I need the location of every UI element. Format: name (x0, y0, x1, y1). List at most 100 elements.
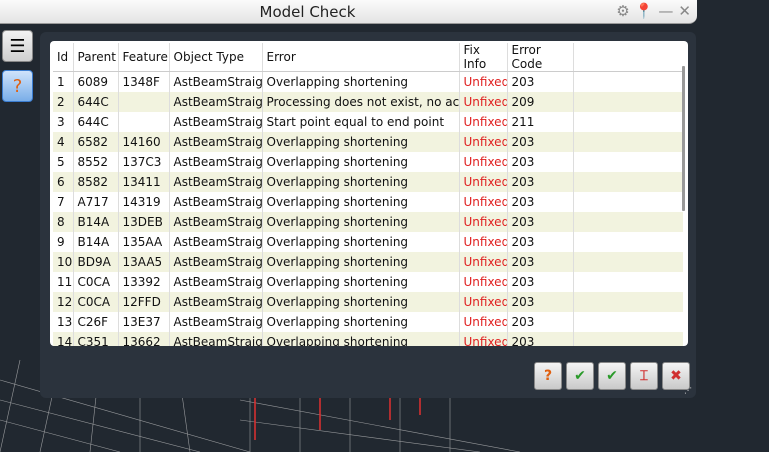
table-cell: Start point equal to end point (262, 111, 460, 132)
table-row[interactable]: 12C0CA12FFDAstBeamStraightOverlapping sh… (53, 291, 683, 312)
table-cell: 12FFD (118, 291, 170, 312)
delete-beam-icon: ✖ (670, 368, 682, 384)
table-cell: 203 (507, 171, 574, 192)
table-cell-empty (573, 312, 683, 332)
table-cell: Processing does not exist, no action (262, 91, 460, 112)
column-header[interactable]: Error Code (507, 43, 574, 72)
table-cell: 203 (507, 71, 574, 92)
table-cell: 11 (53, 271, 74, 292)
table-cell: 644C (73, 91, 119, 112)
table-cell: 13DEB (118, 211, 170, 232)
table-cell-empty (573, 291, 683, 312)
check-beam-blue-icon: ✔ (606, 368, 618, 384)
table-cell-empty (573, 112, 683, 132)
table-cell: 6582 (73, 131, 119, 152)
table-cell: 203 (507, 151, 574, 172)
table-cell: 4 (53, 131, 74, 152)
check-model-button[interactable]: ? (2, 70, 33, 102)
minimize-icon[interactable]: — (658, 2, 674, 20)
table-cell-empty (573, 192, 683, 212)
table-cell: AstBeamStraight (169, 191, 263, 212)
select-object-button[interactable]: ⌶ (630, 362, 658, 390)
table-cell: Unfixed (459, 311, 508, 332)
table-cell: AstBeamStraight (169, 91, 263, 112)
table-cell: AstBeamStraight (169, 131, 263, 152)
table-cell: AstBeamStraight (169, 331, 263, 346)
table-row[interactable]: 160891348FAstBeamStraightOverlapping sho… (53, 71, 683, 92)
column-header[interactable]: Id (53, 43, 74, 72)
table-cell: Overlapping shortening (262, 271, 460, 292)
gear-icon[interactable]: ⚙ (616, 2, 630, 20)
table-cell: 135AA (118, 231, 170, 252)
table-cell: 203 (507, 231, 574, 252)
table-row[interactable]: 58552137C3AstBeamStraightOverlapping sho… (53, 151, 683, 172)
column-header[interactable]: Fix Info (459, 43, 508, 72)
column-header[interactable]: Feature (118, 43, 170, 72)
table-cell-empty (573, 211, 683, 232)
table-cell-empty (573, 152, 683, 172)
table-row[interactable]: 10BD9A13AA5AstBeamStraightOverlapping sh… (53, 251, 683, 272)
table-cell: Overlapping shortening (262, 71, 460, 92)
column-header[interactable]: Parent (73, 43, 119, 72)
table-cell-empty (573, 72, 683, 92)
table-row[interactable]: 4658214160AstBeamStraightOverlapping sho… (53, 131, 683, 152)
table-cell: 13411 (118, 171, 170, 192)
table-cell-empty (573, 91, 683, 112)
table-cell: AstBeamStraight (169, 271, 263, 292)
table-cell-empty (573, 171, 683, 192)
column-header[interactable]: Error (262, 43, 460, 72)
table-cell: Overlapping shortening (262, 231, 460, 252)
title-bar[interactable]: Model Check ⚙ 📍 — ✕ (0, 0, 697, 24)
table-row[interactable]: 8B14A13DEBAstBeamStraightOverlapping sho… (53, 211, 683, 232)
table-row[interactable]: 6858213411AstBeamStraightOverlapping sho… (53, 171, 683, 192)
table-cell: 12 (53, 291, 74, 312)
table-cell: 14160 (118, 131, 170, 152)
table-cell-empty (573, 272, 683, 292)
table-cell: C0CA (73, 271, 119, 292)
fix-selected-button[interactable]: ✔ (566, 362, 594, 390)
column-header[interactable]: Object Type (169, 43, 263, 72)
table-cell: 6 (53, 171, 74, 192)
vertical-scrollbar[interactable] (682, 66, 685, 211)
table-cell: 209 (507, 91, 574, 112)
table-cell: 137C3 (118, 151, 170, 172)
resize-grip-icon[interactable]: ⋰ (684, 386, 692, 395)
table-cell: 203 (507, 291, 574, 312)
table-cell: Unfixed (459, 291, 508, 312)
table-cell: Unfixed (459, 131, 508, 152)
fix-all-button[interactable]: ✔ (598, 362, 626, 390)
table-cell: 644C (73, 111, 119, 132)
table-cell: 203 (507, 191, 574, 212)
results-table[interactable]: Id Parent Feature Object Type Error Fix Info E… (50, 41, 688, 346)
table-cell: 203 (507, 211, 574, 232)
pin-icon[interactable]: 📍 (634, 2, 654, 20)
table-cell: C351 (73, 331, 119, 346)
table-cell: AstBeamStraight (169, 211, 263, 232)
table-cell: Overlapping shortening (262, 171, 460, 192)
table-cell: B14A (73, 231, 119, 252)
table-cell: 203 (507, 311, 574, 332)
report-list-button[interactable]: ☰ (2, 30, 33, 62)
table-cell: 13662 (118, 331, 170, 346)
table-cell: 13AA5 (118, 251, 170, 272)
table-row[interactable]: 14C35113662AstBeamStraightOverlapping sh… (53, 331, 683, 346)
table-cell: Overlapping shortening (262, 251, 460, 272)
check-beam-icon: ✔ (574, 368, 586, 384)
close-icon[interactable]: ✕ (678, 2, 691, 20)
table-row[interactable]: 11C0CA13392AstBeamStraightOverlapping sh… (53, 271, 683, 292)
check-button[interactable]: ? (534, 362, 562, 390)
table-row[interactable]: 7A71714319AstBeamStraightOverlapping sho… (53, 191, 683, 212)
table-cell: 7 (53, 191, 74, 212)
table-cell: Unfixed (459, 251, 508, 272)
clear-button[interactable]: ✖ (662, 362, 690, 390)
table-row[interactable]: 9B14A135AAAstBeamStraightOverlapping sho… (53, 231, 683, 252)
table-cell: Overlapping shortening (262, 291, 460, 312)
table-cell: AstBeamStraight (169, 71, 263, 92)
table-row[interactable]: 13C26F13E37AstBeamStraightOverlapping sh… (53, 311, 683, 332)
table-cell: Unfixed (459, 231, 508, 252)
table-cell: 211 (507, 111, 574, 132)
table-cell: 203 (507, 271, 574, 292)
table-cell: C0CA (73, 291, 119, 312)
